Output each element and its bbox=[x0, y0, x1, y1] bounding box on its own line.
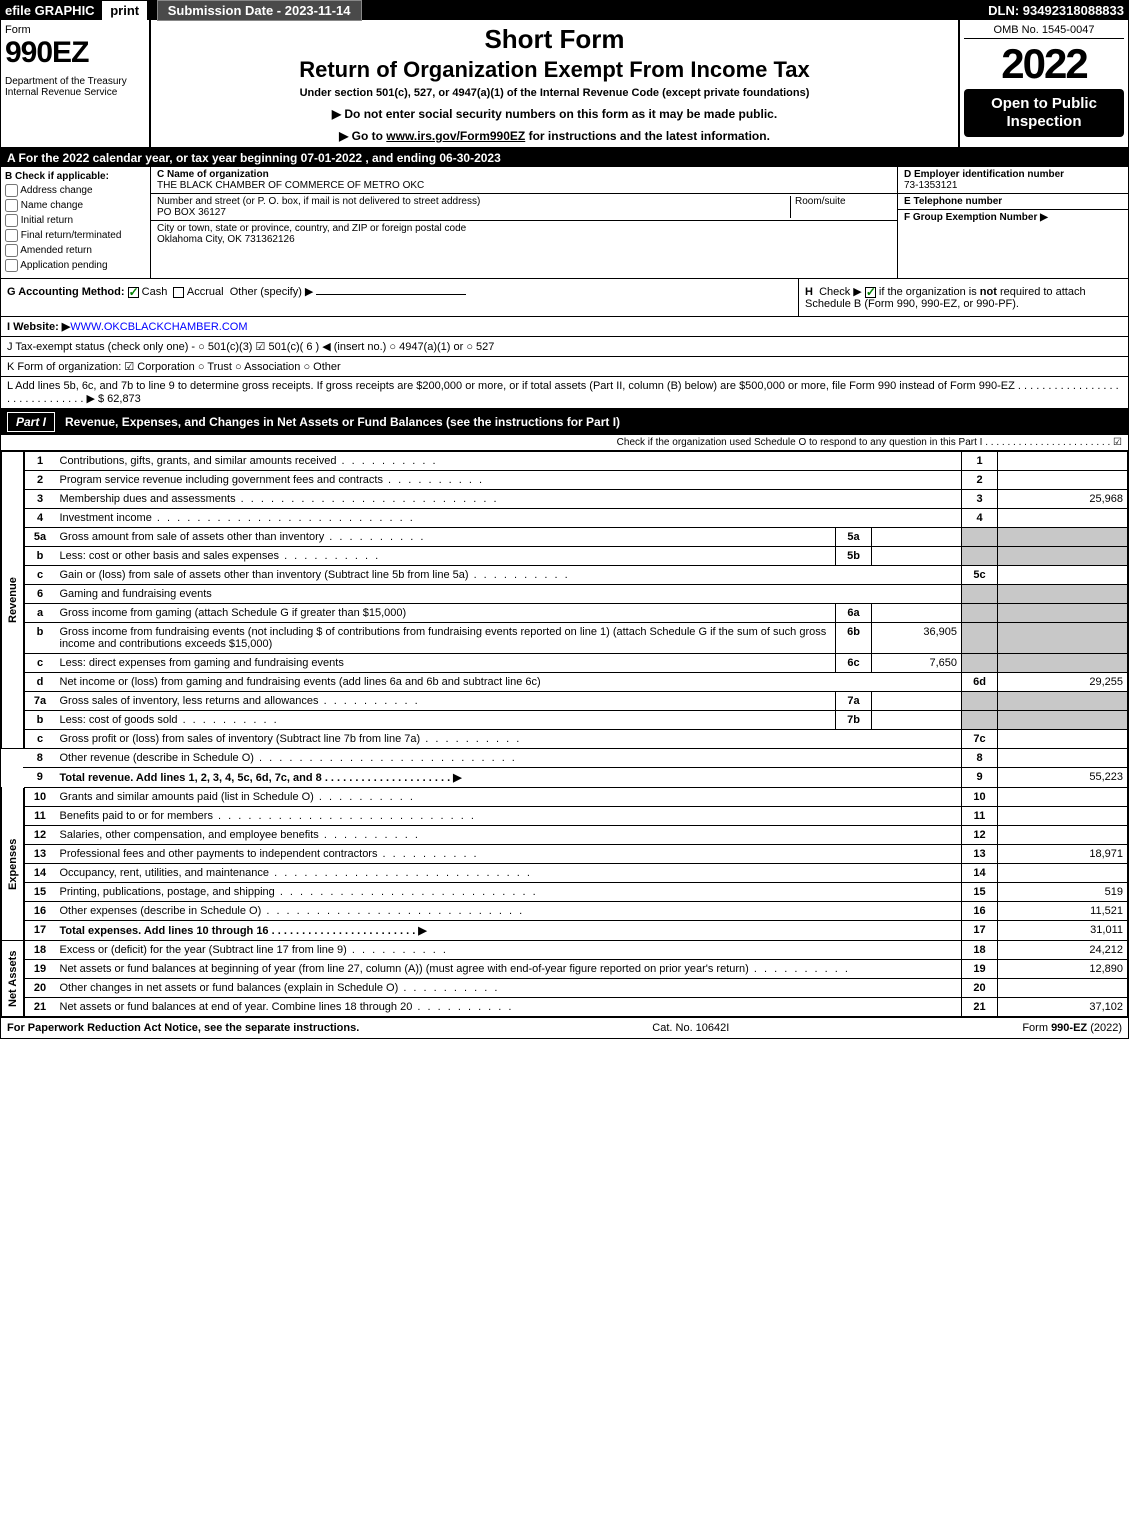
val-21: 37,102 bbox=[998, 998, 1128, 1017]
chk-accrual[interactable] bbox=[173, 287, 184, 298]
lines-table: Revenue 1Contributions, gifts, grants, a… bbox=[1, 451, 1128, 1017]
return-title: Return of Organization Exempt From Incom… bbox=[159, 57, 950, 83]
footer-right: Form 990-EZ (2022) bbox=[1022, 1022, 1122, 1034]
col-c: C Name of organization THE BLACK CHAMBER… bbox=[151, 167, 898, 278]
val-18: 24,212 bbox=[998, 941, 1128, 960]
side-revenue: Revenue bbox=[2, 452, 24, 749]
part1-sub: Check if the organization used Schedule … bbox=[1, 435, 1128, 451]
val-15: 519 bbox=[998, 883, 1128, 902]
c-room-label: Room/suite bbox=[791, 196, 891, 218]
val-6c: 7,650 bbox=[872, 654, 962, 673]
c-street-label: Number and street (or P. O. box, if mail… bbox=[157, 196, 790, 207]
row-i: I Website: ▶WWW.OKCBLACKCHAMBER.COM bbox=[1, 317, 1128, 337]
chk-cash[interactable] bbox=[128, 287, 139, 298]
d-label: D Employer identification number bbox=[904, 169, 1122, 180]
part1-header: Part I Revenue, Expenses, and Changes in… bbox=[1, 409, 1128, 435]
short-form-title: Short Form bbox=[159, 24, 950, 55]
row-k: K Form of organization: ☑ Corporation ○ … bbox=[1, 357, 1128, 377]
part1-num: Part I bbox=[7, 412, 55, 432]
g-accounting: G Accounting Method: Cash Accrual Other … bbox=[1, 279, 798, 316]
form-header: Form 990EZ Department of the Treasury In… bbox=[1, 20, 1128, 149]
chk-amended[interactable]: Amended return bbox=[5, 244, 146, 257]
row-gh: G Accounting Method: Cash Accrual Other … bbox=[1, 279, 1128, 317]
ein-value: 73-1353121 bbox=[904, 180, 1122, 191]
form-number: 990EZ bbox=[5, 36, 145, 70]
instruction-2: ▶ Go to www.irs.gov/Form990EZ for instru… bbox=[159, 129, 950, 143]
org-city: Oklahoma City, OK 731362126 bbox=[157, 234, 891, 245]
chk-pending[interactable]: Application pending bbox=[5, 259, 146, 272]
row-j: J Tax-exempt status (check only one) - ○… bbox=[1, 337, 1128, 357]
irs-link[interactable]: www.irs.gov/Form990EZ bbox=[386, 129, 525, 143]
e-label: E Telephone number bbox=[904, 196, 1122, 207]
open-inspection: Open to Public Inspection bbox=[964, 89, 1124, 137]
submission-date: Submission Date - 2023-11-14 bbox=[157, 0, 362, 21]
top-bar: efile GRAPHIC print Submission Date - 20… bbox=[1, 1, 1128, 20]
col-def: D Employer identification number 73-1353… bbox=[898, 167, 1128, 278]
col-b: B Check if applicable: Address change Na… bbox=[1, 167, 151, 278]
org-name: THE BLACK CHAMBER OF COMMERCE OF METRO O… bbox=[157, 180, 891, 191]
form-word: Form bbox=[5, 24, 145, 36]
val-13: 18,971 bbox=[998, 845, 1128, 864]
chk-sched-b[interactable] bbox=[865, 287, 876, 298]
footer-cat: Cat. No. 10642I bbox=[652, 1022, 729, 1034]
h-schedule-b: H Check ▶ if the organization is not req… bbox=[798, 279, 1128, 316]
dept-label: Department of the Treasury Internal Reve… bbox=[5, 76, 145, 98]
website-link[interactable]: WWW.OKCBLACKCHAMBER.COM bbox=[70, 321, 247, 333]
print-button[interactable]: print bbox=[102, 1, 147, 20]
val-16: 11,521 bbox=[998, 902, 1128, 921]
b-label: B Check if applicable: bbox=[5, 171, 146, 182]
c-name-label: C Name of organization bbox=[157, 169, 891, 180]
row-l: L Add lines 5b, 6c, and 7b to line 9 to … bbox=[1, 377, 1128, 409]
val-3: 25,968 bbox=[998, 490, 1128, 509]
val-6d: 29,255 bbox=[998, 673, 1128, 692]
val-9: 55,223 bbox=[998, 768, 1128, 788]
chk-final[interactable]: Final return/terminated bbox=[5, 229, 146, 242]
instruction-1: ▶ Do not enter social security numbers o… bbox=[159, 107, 950, 121]
efile-label: efile GRAPHIC bbox=[5, 3, 95, 18]
under-section: Under section 501(c), 527, or 4947(a)(1)… bbox=[159, 87, 950, 99]
side-netassets: Net Assets bbox=[2, 941, 24, 1017]
chk-address[interactable]: Address change bbox=[5, 184, 146, 197]
val-6b: 36,905 bbox=[872, 623, 962, 654]
page-footer: For Paperwork Reduction Act Notice, see … bbox=[1, 1017, 1128, 1038]
chk-name[interactable]: Name change bbox=[5, 199, 146, 212]
section-bcdef: B Check if applicable: Address change Na… bbox=[1, 167, 1128, 279]
part1-title: Revenue, Expenses, and Changes in Net As… bbox=[65, 415, 620, 429]
tax-year: 2022 bbox=[964, 43, 1124, 85]
row-a: A For the 2022 calendar year, or tax yea… bbox=[1, 149, 1128, 167]
omb-number: OMB No. 1545-0047 bbox=[964, 24, 1124, 39]
side-expenses: Expenses bbox=[2, 788, 24, 941]
f-label: F Group Exemption Number ▶ bbox=[904, 212, 1122, 223]
org-street: PO BOX 36127 bbox=[157, 207, 790, 218]
val-19: 12,890 bbox=[998, 960, 1128, 979]
dln-label: DLN: 93492318088833 bbox=[988, 3, 1124, 18]
footer-left: For Paperwork Reduction Act Notice, see … bbox=[7, 1022, 359, 1034]
c-city-label: City or town, state or province, country… bbox=[157, 223, 891, 234]
chk-initial[interactable]: Initial return bbox=[5, 214, 146, 227]
val-17: 31,011 bbox=[998, 921, 1128, 941]
